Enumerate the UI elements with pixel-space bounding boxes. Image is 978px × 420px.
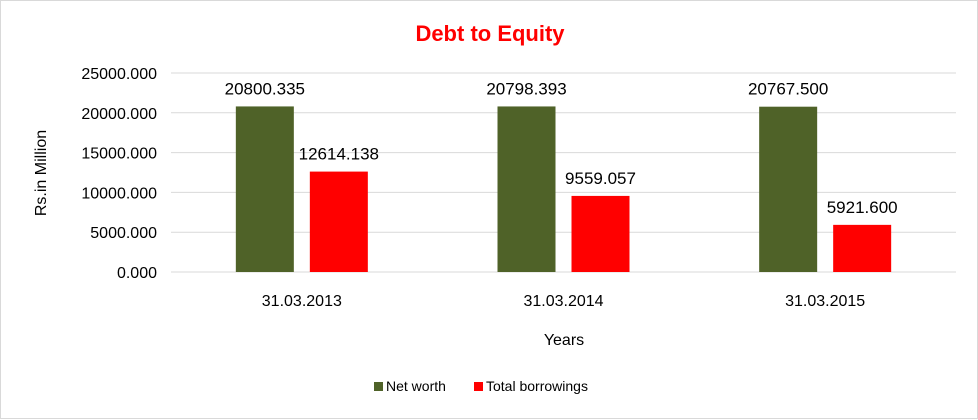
y-tick-label: 15000.000 <box>81 146 157 163</box>
legend-swatch <box>474 382 483 391</box>
bar-net-worth <box>759 106 818 272</box>
bar-total-borrowings <box>833 224 892 272</box>
x-axis-ticks: 31.03.2013 31.03.2014 31.03.2015 <box>262 293 866 310</box>
legend-label: Net worth <box>386 378 446 394</box>
gridlines <box>171 72 956 273</box>
bar-net-worth <box>497 106 556 272</box>
bar-net-worth <box>235 106 294 272</box>
data-labels: 20800.335 12614.138 20798.393 9559.057 20767… <box>225 79 898 216</box>
bar-total-borrowings <box>309 171 368 272</box>
y-tick-label: 25000.000 <box>81 66 157 83</box>
y-axis-ticks: 0.000 5000.000 10000.000 15000.000 20000.000… <box>81 66 157 282</box>
x-axis-title: Years <box>544 332 584 349</box>
data-label: 9559.057 <box>565 169 636 188</box>
y-tick-label: 20000.000 <box>81 106 157 123</box>
chart-title: Debt to Equity <box>415 21 565 46</box>
y-tick-label: 5000.000 <box>90 225 157 242</box>
data-label: 5921.600 <box>827 198 898 217</box>
y-axis-title: Rs.in Million <box>33 130 50 216</box>
bar-total-borrowings <box>571 195 630 272</box>
legend: Net worth Total borrowings <box>374 378 588 394</box>
x-tick-label: 31.03.2014 <box>523 293 603 310</box>
legend-label: Total borrowings <box>486 378 588 394</box>
legend-swatch <box>374 382 383 391</box>
data-label: 20798.393 <box>486 79 566 98</box>
data-label: 20800.335 <box>225 79 305 98</box>
y-tick-label: 0.000 <box>117 265 157 282</box>
bars <box>235 106 892 272</box>
x-tick-label: 31.03.2015 <box>785 293 865 310</box>
y-tick-label: 10000.000 <box>81 185 157 202</box>
data-label: 12614.138 <box>299 145 379 164</box>
x-tick-label: 31.03.2013 <box>262 293 342 310</box>
data-label: 20767.500 <box>748 80 828 99</box>
